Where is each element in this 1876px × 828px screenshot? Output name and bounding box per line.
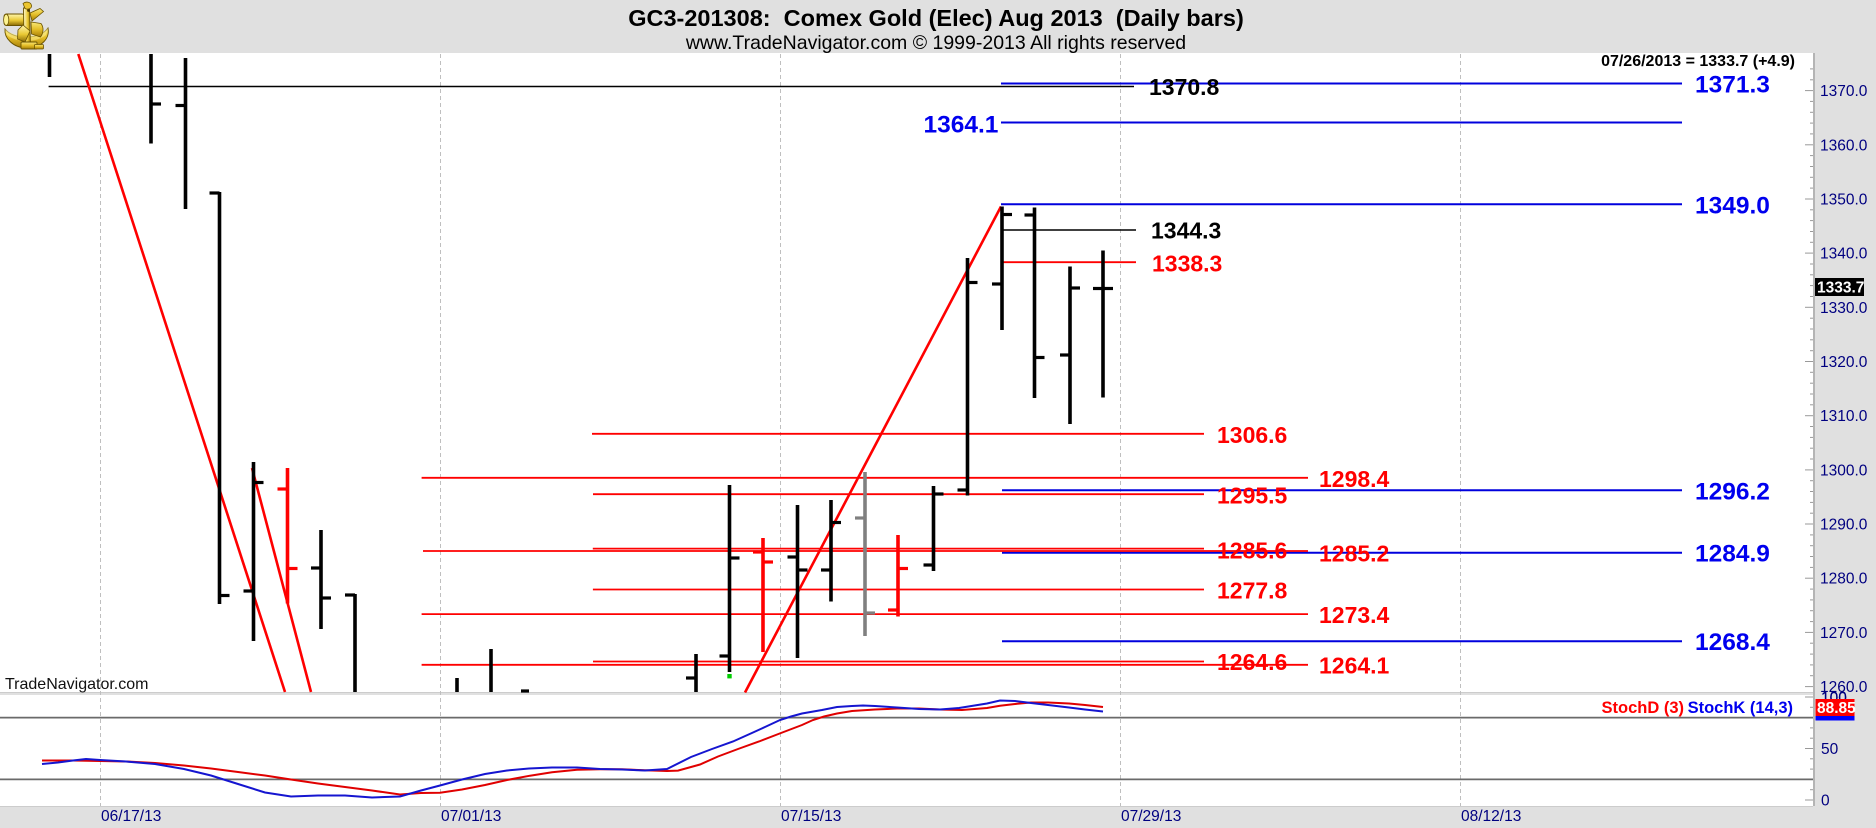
svg-text:1364.1: 1364.1 bbox=[924, 112, 999, 139]
svg-text:1333.7: 1333.7 bbox=[1817, 280, 1864, 297]
svg-text:50: 50 bbox=[1821, 741, 1839, 758]
svg-text:07/29/13: 07/29/13 bbox=[1121, 808, 1181, 825]
svg-text:1268.4: 1268.4 bbox=[1695, 629, 1770, 656]
svg-text:0: 0 bbox=[1821, 793, 1830, 810]
svg-text:1300.0: 1300.0 bbox=[1820, 462, 1868, 479]
svg-text:1306.6: 1306.6 bbox=[1217, 422, 1287, 448]
svg-text:1360.0: 1360.0 bbox=[1820, 137, 1868, 154]
svg-text:1285.6: 1285.6 bbox=[1217, 538, 1287, 564]
svg-text:1285.2: 1285.2 bbox=[1319, 541, 1389, 567]
svg-text:1260.0: 1260.0 bbox=[1820, 679, 1868, 696]
svg-text:88.85: 88.85 bbox=[1817, 700, 1856, 717]
svg-text:1264.1: 1264.1 bbox=[1319, 653, 1390, 679]
svg-text:1298.4: 1298.4 bbox=[1319, 466, 1390, 492]
svg-text:1349.0: 1349.0 bbox=[1695, 193, 1770, 220]
svg-text:08/12/13: 08/12/13 bbox=[1461, 808, 1521, 825]
svg-text:1277.8: 1277.8 bbox=[1217, 578, 1288, 604]
svg-text:1310.0: 1310.0 bbox=[1820, 408, 1868, 425]
svg-text:1330.0: 1330.0 bbox=[1820, 300, 1868, 317]
svg-text:07/01/13: 07/01/13 bbox=[441, 808, 501, 825]
svg-text:1264.6: 1264.6 bbox=[1217, 649, 1287, 675]
svg-text:GC3-201308: Comex Gold (Elec): GC3-201308: Comex Gold (Elec) Aug 2013 (… bbox=[628, 5, 1244, 31]
svg-text:1295.5: 1295.5 bbox=[1217, 483, 1288, 509]
svg-text:1344.3: 1344.3 bbox=[1151, 218, 1221, 244]
svg-text:TradeNavigator.com: TradeNavigator.com bbox=[5, 676, 148, 693]
svg-text:1290.0: 1290.0 bbox=[1820, 517, 1868, 534]
svg-text:www.TradeNavigator.com © 1999-: www.TradeNavigator.com © 1999-2013 All r… bbox=[685, 32, 1186, 54]
svg-text:1371.3: 1371.3 bbox=[1695, 72, 1770, 99]
svg-text:1280.0: 1280.0 bbox=[1820, 571, 1868, 588]
svg-text:1284.9: 1284.9 bbox=[1695, 541, 1770, 568]
svg-text:1340.0: 1340.0 bbox=[1820, 246, 1868, 263]
svg-text:07/26/2013 = 1333.7 (+4.9): 07/26/2013 = 1333.7 (+4.9) bbox=[1601, 53, 1795, 70]
svg-text:1270.0: 1270.0 bbox=[1820, 625, 1868, 642]
svg-text:1320.0: 1320.0 bbox=[1820, 354, 1868, 371]
svg-text:StochK (14,3): StochK (14,3) bbox=[1688, 699, 1793, 717]
svg-text:1338.3: 1338.3 bbox=[1152, 251, 1222, 277]
svg-text:1370.8: 1370.8 bbox=[1149, 74, 1220, 100]
svg-text:1350.0: 1350.0 bbox=[1820, 192, 1868, 209]
svg-text:StochD (3): StochD (3) bbox=[1602, 699, 1685, 717]
svg-text:1296.2: 1296.2 bbox=[1695, 479, 1770, 506]
svg-text:1370.0: 1370.0 bbox=[1820, 83, 1868, 100]
svg-text:07/15/13: 07/15/13 bbox=[781, 808, 841, 825]
svg-text:06/17/13: 06/17/13 bbox=[101, 808, 161, 825]
svg-text:1273.4: 1273.4 bbox=[1319, 602, 1390, 628]
